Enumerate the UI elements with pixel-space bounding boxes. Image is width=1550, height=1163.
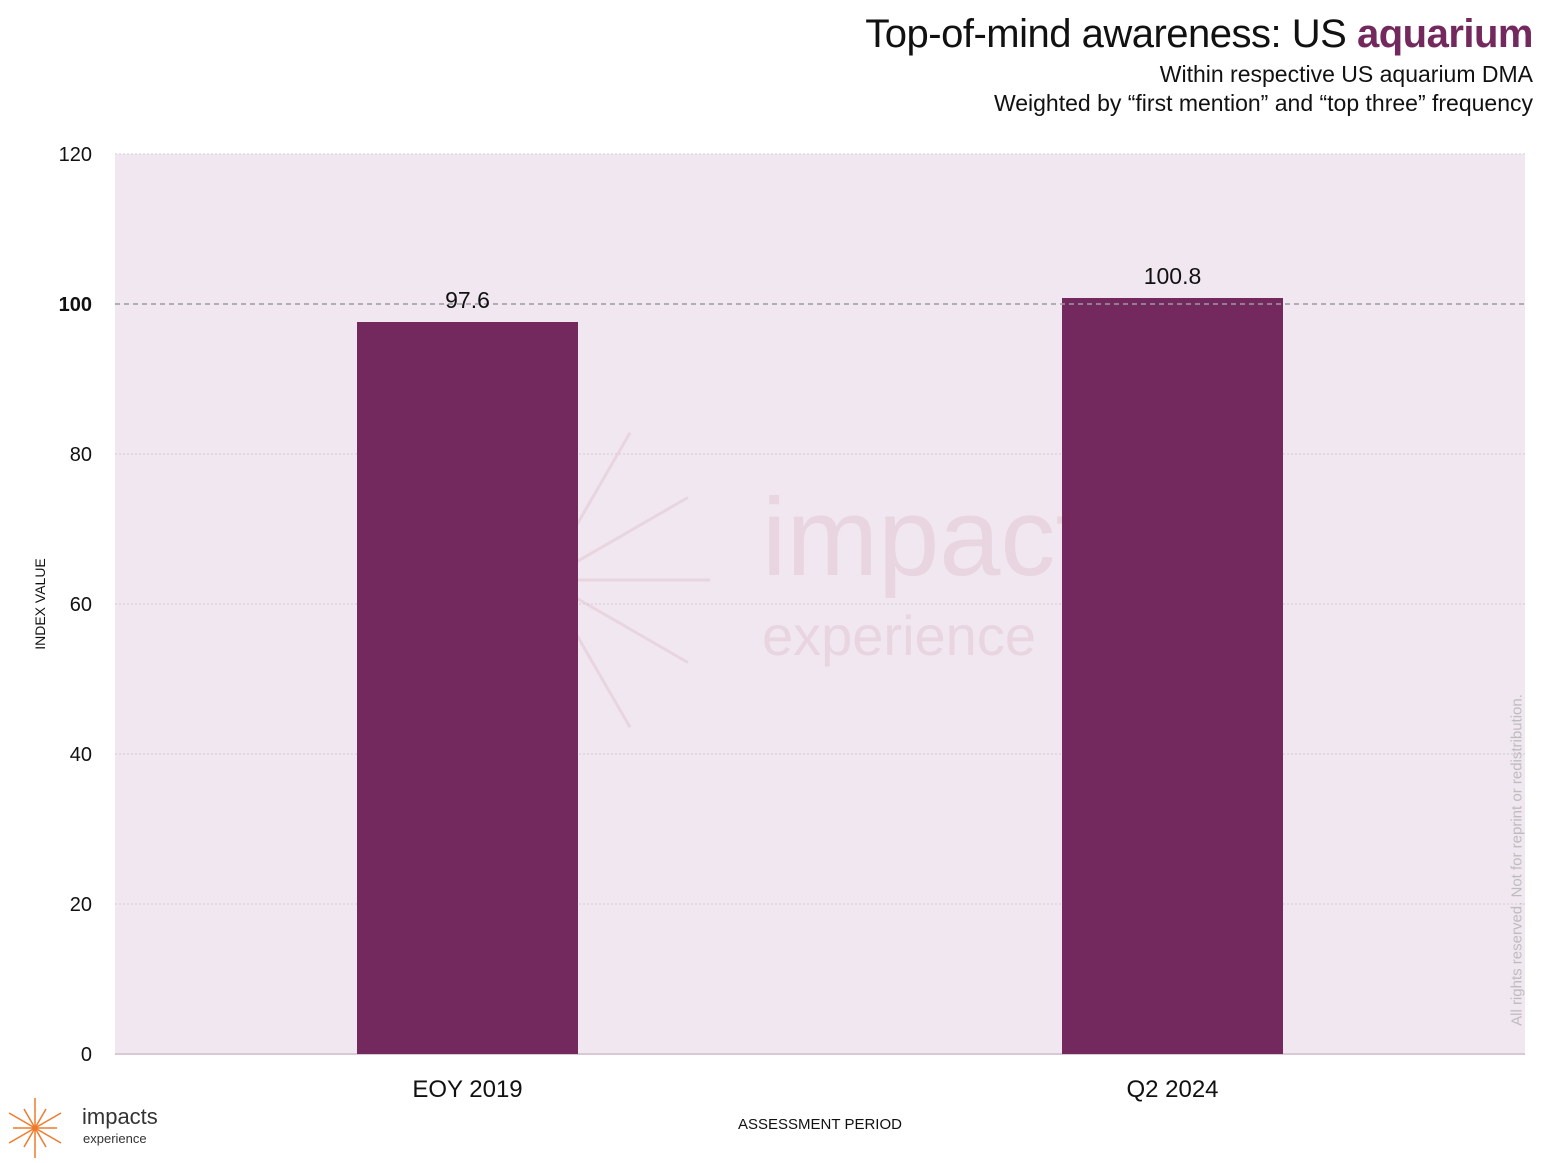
logo-ray [34, 1112, 62, 1129]
chart-subtitle-1: Within respective US aquarium DMA [1159, 61, 1533, 87]
x-axis-label: ASSESSMENT PERIOD [738, 1116, 902, 1133]
logo-ray [34, 1108, 47, 1129]
title-block: Top-of-mind awareness: US aquarium Withi… [865, 8, 1533, 118]
title-accent: aquarium [1356, 12, 1534, 56]
logo-ray [8, 1112, 36, 1129]
logo-ray [23, 1108, 36, 1129]
logo-ray [34, 1127, 62, 1144]
title-prefix: Top-of-mind awareness: US [865, 12, 1357, 56]
logo-ray [34, 1127, 47, 1148]
bar [1062, 298, 1283, 1054]
y-tick-label: 20 [70, 894, 92, 916]
rights-note: All rights reserved. Not for reprint or … [1508, 694, 1526, 1026]
sunburst-icon [8, 1098, 62, 1158]
y-tick-label: 120 [59, 144, 92, 166]
watermark-sub: experience [762, 604, 1036, 667]
logo-ray [23, 1127, 36, 1148]
data-label: 100.8 [1144, 263, 1202, 289]
chart-subtitle-2: Weighted by “first mention” and “top thr… [993, 90, 1533, 116]
y-tick-label: 0 [81, 1044, 92, 1066]
data-label: 97.6 [445, 287, 490, 313]
x-tick-label: Q2 2024 [1126, 1076, 1218, 1103]
y-axis-label: INDEX VALUE [32, 558, 48, 650]
logo-word: impacts [82, 1104, 158, 1129]
y-tick-label: 100 [59, 294, 92, 316]
y-tick-label: 40 [70, 744, 92, 766]
y-tick-label: 60 [70, 594, 92, 616]
logo-ray [8, 1127, 36, 1144]
x-tick-label: EOY 2019 [412, 1076, 522, 1103]
bar [357, 322, 578, 1054]
logo-sub: experience [83, 1131, 147, 1146]
y-tick-label: 80 [70, 444, 92, 466]
chart-title: Top-of-mind awareness: US aquarium [865, 8, 1533, 60]
